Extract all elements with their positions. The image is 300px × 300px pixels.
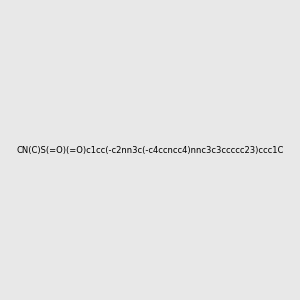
Text: CN(C)S(=O)(=O)c1cc(-c2nn3c(-c4ccncc4)nnc3c3ccccc23)ccc1C: CN(C)S(=O)(=O)c1cc(-c2nn3c(-c4ccncc4)nnc…: [16, 146, 284, 154]
